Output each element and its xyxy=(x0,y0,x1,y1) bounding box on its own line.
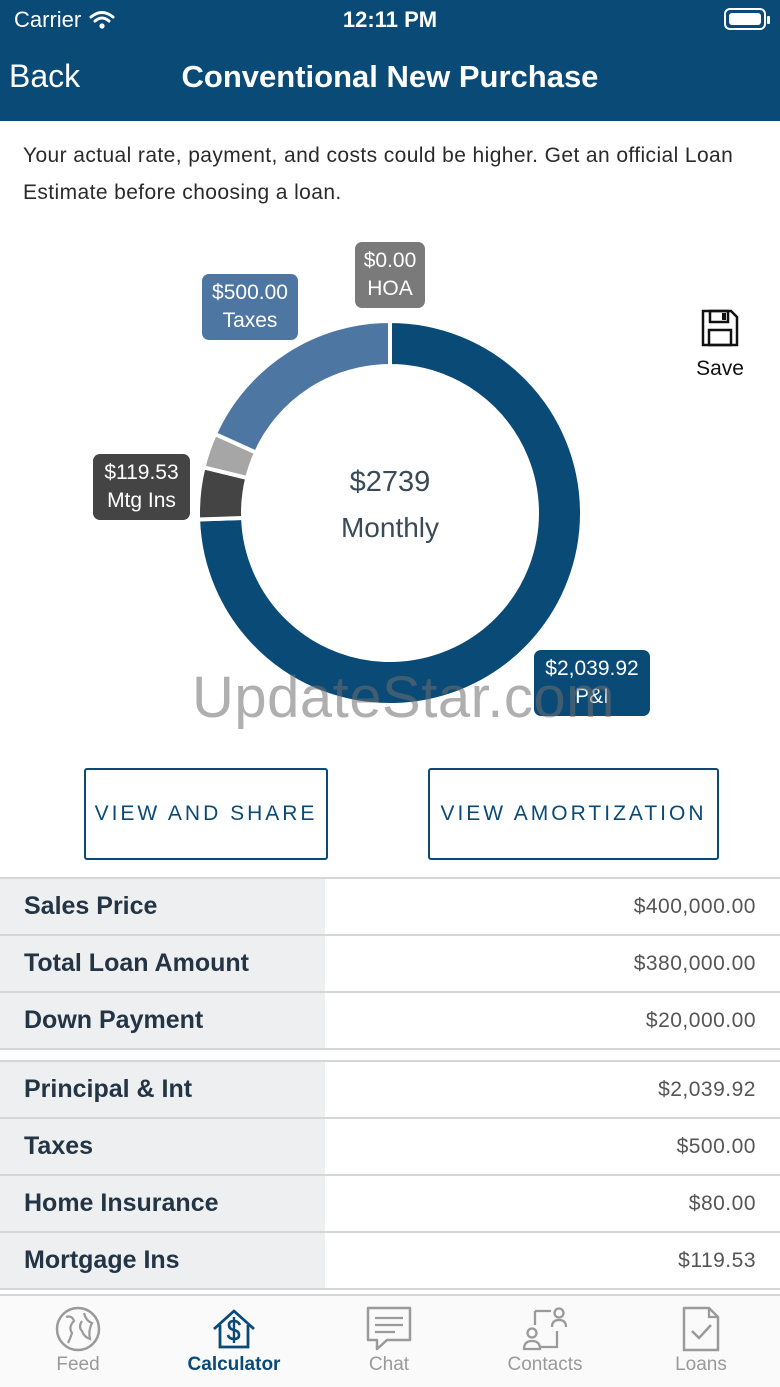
wifi-icon xyxy=(89,11,115,29)
carrier-info: Carrier xyxy=(14,7,115,33)
save-button[interactable]: Save xyxy=(690,308,750,381)
mtg-ins-label: Mtg Ins xyxy=(107,489,176,512)
view-and-share-label: VIEW AND SHARE xyxy=(94,802,318,825)
table-row: Sales Price $400,000.00 xyxy=(0,879,780,936)
row-label: Down Payment xyxy=(0,993,325,1048)
tab-chat[interactable]: Chat xyxy=(329,1304,449,1376)
document-check-icon xyxy=(682,1306,720,1352)
row-label: Home Insurance xyxy=(0,1176,325,1231)
floppy-disk-icon xyxy=(701,309,739,347)
pi-label: P&I xyxy=(575,685,609,708)
row-label: Sales Price xyxy=(0,879,325,934)
tab-label: Loans xyxy=(675,1354,727,1375)
row-value: $119.53 xyxy=(678,1248,756,1272)
row-value: $500.00 xyxy=(676,1134,756,1158)
tab-label: Chat xyxy=(368,1354,410,1375)
donut-slice-taxes xyxy=(212,318,392,456)
view-and-share-button[interactable]: VIEW AND SHARE xyxy=(84,768,328,860)
table-row: Taxes $500.00 xyxy=(0,1119,780,1176)
contacts-icon xyxy=(522,1307,568,1351)
row-value: $2,039.92 xyxy=(658,1077,756,1101)
loan-summary-table: Sales Price $400,000.00 Total Loan Amoun… xyxy=(0,877,780,1050)
chat-icon xyxy=(366,1306,412,1351)
table-row: Principal & Int $2,039.92 xyxy=(0,1062,780,1119)
tab-feed[interactable]: Feed xyxy=(18,1304,138,1376)
status-time: 12:11 PM xyxy=(342,7,438,32)
table-row: Down Payment $20,000.00 xyxy=(0,993,780,1050)
row-label: Taxes xyxy=(0,1119,325,1174)
navigation-bar: Carrier 12:11 PM Back Conventional New P… xyxy=(0,0,780,121)
tab-label: Calculator xyxy=(187,1354,281,1375)
save-label: Save xyxy=(696,357,744,380)
row-value: $80.00 xyxy=(688,1191,756,1215)
carrier-label: Carrier xyxy=(14,7,82,32)
tab-label: Contacts xyxy=(507,1354,583,1375)
donut-slice-p-i xyxy=(196,318,584,707)
row-value: $400,000.00 xyxy=(633,894,756,918)
taxes-callout: $500.00 Taxes xyxy=(202,274,298,340)
taxes-label: Taxes xyxy=(222,309,278,332)
payment-breakdown-chart: $2739 Monthly $0.00 HOA $500.00 Taxes $1… xyxy=(0,230,780,730)
house-dollar-icon xyxy=(213,1309,255,1349)
disclaimer-text: Your actual rate, payment, and costs cou… xyxy=(23,144,734,204)
mtg-ins-callout: $119.53 Mtg Ins xyxy=(93,454,190,520)
hoa-callout: $0.00 HOA xyxy=(355,242,425,308)
table-row: Home Insurance $80.00 xyxy=(0,1176,780,1233)
hoa-amount: $0.00 xyxy=(363,249,417,272)
taxes-amount: $500.00 xyxy=(212,281,288,304)
tab-bar: Feed Calculator Chat xyxy=(0,1294,780,1387)
tab-label: Feed xyxy=(56,1354,100,1375)
page-title: Conventional New Purchase xyxy=(181,59,599,94)
pi-callout: $2,039.92 P&I xyxy=(534,650,650,716)
hoa-label: HOA xyxy=(367,277,413,300)
row-label: Total Loan Amount xyxy=(0,936,325,991)
table-row: Mortgage Ins $119.53 xyxy=(0,1233,780,1290)
pi-amount: $2,039.92 xyxy=(545,657,639,680)
status-bar: Carrier 12:11 PM xyxy=(0,0,780,40)
row-value: $380,000.00 xyxy=(633,951,756,975)
row-value: $20,000.00 xyxy=(645,1008,756,1032)
donut-chart xyxy=(196,318,584,707)
payment-breakdown-table: Principal & Int $2,039.92 Taxes $500.00 … xyxy=(0,1060,780,1290)
monthly-total: $2739 xyxy=(349,466,431,498)
globe-icon xyxy=(55,1306,101,1352)
watermark: UpdateStar.com xyxy=(192,665,615,730)
tab-loans[interactable]: Loans xyxy=(641,1304,761,1376)
row-label: Mortgage Ins xyxy=(0,1233,325,1288)
battery-icon xyxy=(724,8,770,30)
table-row: Total Loan Amount $380,000.00 xyxy=(0,936,780,993)
mtg-ins-amount: $119.53 xyxy=(104,461,179,484)
tab-calculator[interactable]: Calculator xyxy=(174,1304,294,1376)
tab-contacts[interactable]: Contacts xyxy=(485,1304,605,1376)
view-amortization-button[interactable]: VIEW AMORTIZATION xyxy=(428,768,719,860)
view-amortization-label: VIEW AMORTIZATION xyxy=(440,802,707,825)
back-button[interactable]: Back xyxy=(9,58,81,94)
monthly-label: Monthly xyxy=(340,512,440,543)
row-label: Principal & Int xyxy=(0,1062,325,1117)
